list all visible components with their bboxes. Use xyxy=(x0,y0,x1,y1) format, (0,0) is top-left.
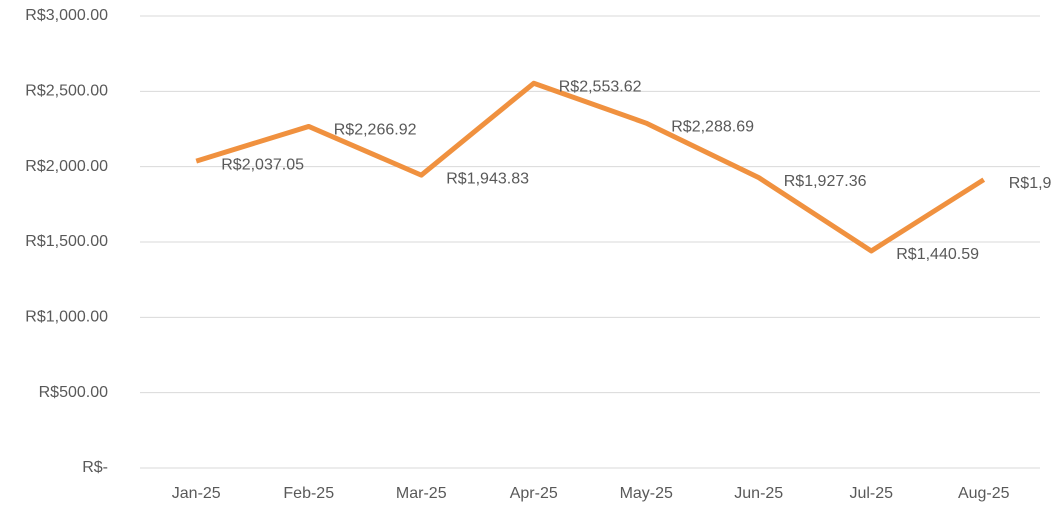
y-tick-label: R$1,500.00 xyxy=(25,233,108,250)
data-label: R$2,288.69 xyxy=(671,118,754,135)
x-tick-label: Apr-25 xyxy=(510,485,558,502)
x-tick-label: Jul-25 xyxy=(849,485,893,502)
data-label: R$1,927.36 xyxy=(784,173,867,190)
data-label: R$1,913.60 xyxy=(1009,175,1052,192)
x-tick-label: May-25 xyxy=(620,485,673,502)
y-tick-label: R$- xyxy=(82,459,108,476)
x-tick-label: Feb-25 xyxy=(283,485,334,502)
data-label: R$2,266.92 xyxy=(334,122,417,139)
x-tick-label: Mar-25 xyxy=(396,485,447,502)
y-tick-label: R$2,500.00 xyxy=(25,83,108,100)
x-tick-label: Jun-25 xyxy=(734,485,783,502)
y-tick-label: R$500.00 xyxy=(39,384,108,401)
data-label: R$2,553.62 xyxy=(559,78,642,95)
data-label: R$2,037.05 xyxy=(221,156,304,173)
data-label: R$1,943.83 xyxy=(446,170,529,187)
chart: R$- R$500.00 R$1,000.00 R$1,500.00 R$2,000.0… xyxy=(0,0,1052,506)
y-tick-label: R$2,000.00 xyxy=(25,158,108,175)
x-tick-label: Jan-25 xyxy=(172,485,221,502)
y-tick-label: R$3,000.00 xyxy=(25,7,108,24)
y-tick-label: R$1,000.00 xyxy=(25,309,108,326)
data-label: R$1,440.59 xyxy=(896,246,979,263)
x-tick-label: Aug-25 xyxy=(958,485,1010,502)
